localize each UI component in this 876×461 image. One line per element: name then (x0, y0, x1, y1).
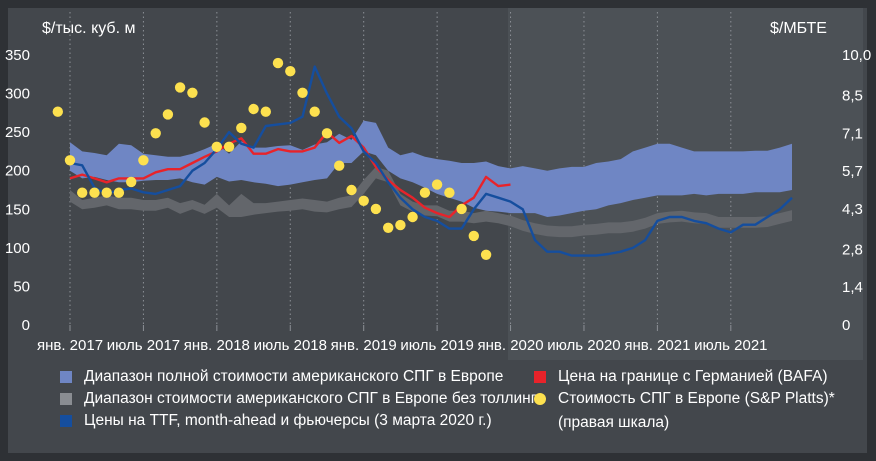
y-left-tick-label: 0 (22, 317, 30, 334)
axis-labels: янв. 2017 июль 2017 янв. 2018 июль 2018 янв.… (5, 47, 871, 354)
legend-swatch-no-tolling (60, 393, 72, 405)
legend-item-platts: Стоимость СПГ в Европе (S&P Platts)* (534, 390, 835, 408)
data-point (334, 160, 345, 171)
left-axis-unit: $/тыс. куб. м (42, 20, 136, 37)
x-tick-label: июль 2020 (547, 337, 620, 354)
x-tick-label: июль 2019 (400, 337, 473, 354)
legend-label-full-cost: Диапазон полной стоимости американского … (84, 368, 504, 385)
data-point (468, 230, 479, 242)
data-point (248, 103, 259, 115)
data-point (223, 141, 235, 152)
legend-item-bafa: Цена на границе с Германией (BAFA) (534, 368, 828, 386)
data-point (113, 187, 125, 198)
data-point (321, 128, 333, 139)
x-tick-label: янв. 2019 (331, 337, 397, 354)
data-point (285, 66, 296, 77)
range-bands (70, 120, 792, 238)
y-right-tick-label: 0 (842, 317, 850, 334)
y-left-tick-label: 250 (5, 124, 30, 141)
data-point (358, 195, 369, 206)
legend-label-platts-note: (правая шкала) (558, 414, 670, 431)
legend-item-no-tolling: Диапазон стоимости американского СПГ в Е… (60, 390, 545, 408)
data-point (407, 211, 418, 223)
data-point (395, 219, 406, 231)
right-axis-unit: $/МБТЕ (770, 20, 827, 37)
legend-item-ttf: Цены на TTF, month-ahead и фьючерсы (3 м… (60, 412, 492, 430)
data-point (480, 249, 492, 260)
data-point (297, 87, 308, 99)
data-point (89, 187, 100, 198)
legend-swatch-platts (534, 393, 546, 405)
grid-lines (69, 12, 732, 331)
y-left-tick-label: 200 (5, 163, 30, 180)
x-tick-label: янв. 2021 (624, 337, 690, 354)
data-point (419, 187, 431, 198)
y-left-tick-label: 300 (5, 86, 30, 103)
series-points (52, 57, 492, 260)
x-tick-label: июль 2018 (254, 337, 327, 354)
series-lines (69, 65, 793, 257)
data-point (52, 106, 63, 117)
legend-label-platts: Стоимость СПГ в Европе (S&P Platts)* (558, 390, 835, 407)
y-right-tick-label: 4,3 (842, 201, 863, 218)
data-point (101, 187, 112, 198)
data-point (444, 187, 455, 198)
data-point (64, 155, 76, 166)
data-point (272, 57, 284, 69)
data-point (138, 155, 149, 166)
data-point (309, 106, 320, 117)
data-point (370, 203, 382, 215)
data-point (77, 187, 88, 198)
y-left-tick-label: 50 (13, 278, 30, 295)
legend-item-full-cost: Диапазон полной стоимости американского … (60, 368, 503, 386)
legend-swatch-bafa (534, 371, 546, 383)
data-point (174, 82, 186, 93)
legend-swatch-ttf (60, 415, 72, 427)
data-point (260, 106, 271, 117)
data-point (236, 122, 247, 134)
data-point (383, 222, 394, 233)
y-right-tick-label: 5,7 (842, 163, 863, 180)
x-tick-label: янв. 2017 (37, 337, 103, 354)
y-right-tick-label: 2,8 (842, 241, 863, 258)
x-tick-label: июль 2021 (694, 337, 767, 354)
data-point (187, 87, 198, 99)
line-series-3 (69, 65, 793, 257)
legend-label-no-tolling: Диапазон стоимости американского СПГ в Е… (84, 390, 545, 407)
y-left-tick-label: 350 (5, 47, 30, 64)
y-right-tick-label: 7,1 (842, 125, 863, 142)
data-point (346, 184, 357, 196)
band-series-1 (70, 166, 792, 238)
y-right-tick-label: 1,4 (842, 279, 863, 296)
data-point (126, 176, 137, 188)
x-tick-label: янв. 2020 (477, 337, 543, 354)
data-point (211, 141, 222, 152)
y-left-tick-label: 150 (5, 201, 30, 218)
y-left-tick-label: 100 (5, 240, 30, 257)
data-point (199, 117, 210, 128)
legend: Диапазон полной стоимости американского … (40, 362, 860, 450)
y-right-tick-label: 10,0 (842, 47, 871, 64)
data-point (150, 128, 161, 139)
data-point (456, 203, 467, 215)
legend-label-bafa: Цена на границе с Германией (BAFA) (558, 368, 828, 385)
y-right-tick-label: 8,5 (842, 88, 863, 105)
data-point (431, 179, 443, 190)
x-tick-label: янв. 2018 (184, 337, 250, 354)
legend-label-ttf: Цены на TTF, month-ahead и фьючерсы (3 м… (84, 412, 492, 429)
line-series-2 (69, 130, 511, 219)
x-tick-label: июль 2017 (107, 337, 180, 354)
legend-swatch-full-cost (60, 371, 72, 383)
band-series-0 (70, 120, 792, 217)
data-point (162, 109, 174, 120)
